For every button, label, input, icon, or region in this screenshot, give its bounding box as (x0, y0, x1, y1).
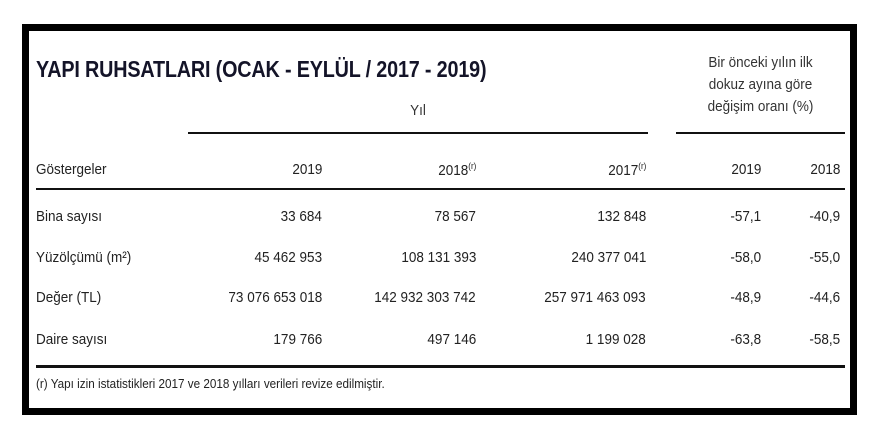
column-header-2017: 2017(r) (608, 161, 646, 179)
header-rule (36, 188, 845, 190)
column-header-indicator: Göstergeler (36, 161, 107, 178)
cell-change-2019: -58,0 (730, 249, 761, 266)
year-group-header: Yıl (410, 102, 426, 119)
cell-change-2018: -44,6 (809, 289, 840, 306)
column-header-2018-year: 2018 (437, 162, 468, 179)
column-header-2018: 2018(r) (438, 161, 476, 179)
cell-2018: 108 131 393 (400, 249, 476, 266)
cell-2017: 240 377 041 (570, 249, 646, 266)
change-group-rule (676, 132, 845, 134)
cell-2019: 179 766 (273, 331, 322, 348)
cell-2019: 33 684 (280, 208, 322, 225)
cell-2017: 132 848 (597, 208, 646, 225)
page-title: YAPI RUHSATLARI (OCAK - EYLÜL / 2017 - 2… (36, 56, 487, 82)
cell-change-2019: -57,1 (730, 208, 761, 225)
change-group-header: Bir önceki yılın ilk dokuz ayına göre de… (676, 52, 845, 118)
change-header-line-1: Bir önceki yılın ilk (708, 54, 813, 71)
revised-note-2018: (r) (467, 161, 476, 171)
row-label: Yüzölçümü (m²) (36, 249, 132, 266)
footnote: (r) Yapı izin istatistikleri 2017 ve 201… (36, 376, 385, 391)
row-label: Değer (TL) (36, 289, 102, 306)
row-label: Bina sayısı (36, 208, 103, 225)
column-header-change-2018: 2018 (809, 161, 840, 178)
cell-2017: 1 199 028 (585, 331, 646, 348)
cell-change-2018: -40,9 (809, 208, 840, 225)
change-header-line-3: değişim oranı (%) (707, 98, 814, 115)
cell-change-2019: -48,9 (730, 289, 761, 306)
bottom-rule (36, 365, 845, 368)
column-header-2017-year: 2017 (607, 162, 638, 179)
cell-2019: 45 462 953 (254, 249, 322, 266)
cell-change-2019: -63,8 (730, 331, 761, 348)
cell-2018: 497 146 (427, 331, 476, 348)
column-header-2019: 2019 (291, 161, 322, 178)
column-header-change-2019: 2019 (730, 161, 761, 178)
cell-2019: 73 076 653 018 (228, 289, 322, 306)
table-frame (22, 24, 857, 415)
cell-change-2018: -58,5 (809, 331, 840, 348)
year-group-rule (188, 132, 648, 134)
change-header-line-2: dokuz ayına göre (708, 76, 813, 93)
cell-2018: 142 932 303 742 (374, 289, 476, 306)
cell-2017: 257 971 463 093 (544, 289, 646, 306)
row-label: Daire sayısı (36, 331, 108, 348)
cell-2018: 78 567 (434, 208, 476, 225)
revised-note-2017: (r) (637, 161, 646, 171)
cell-change-2018: -55,0 (809, 249, 840, 266)
